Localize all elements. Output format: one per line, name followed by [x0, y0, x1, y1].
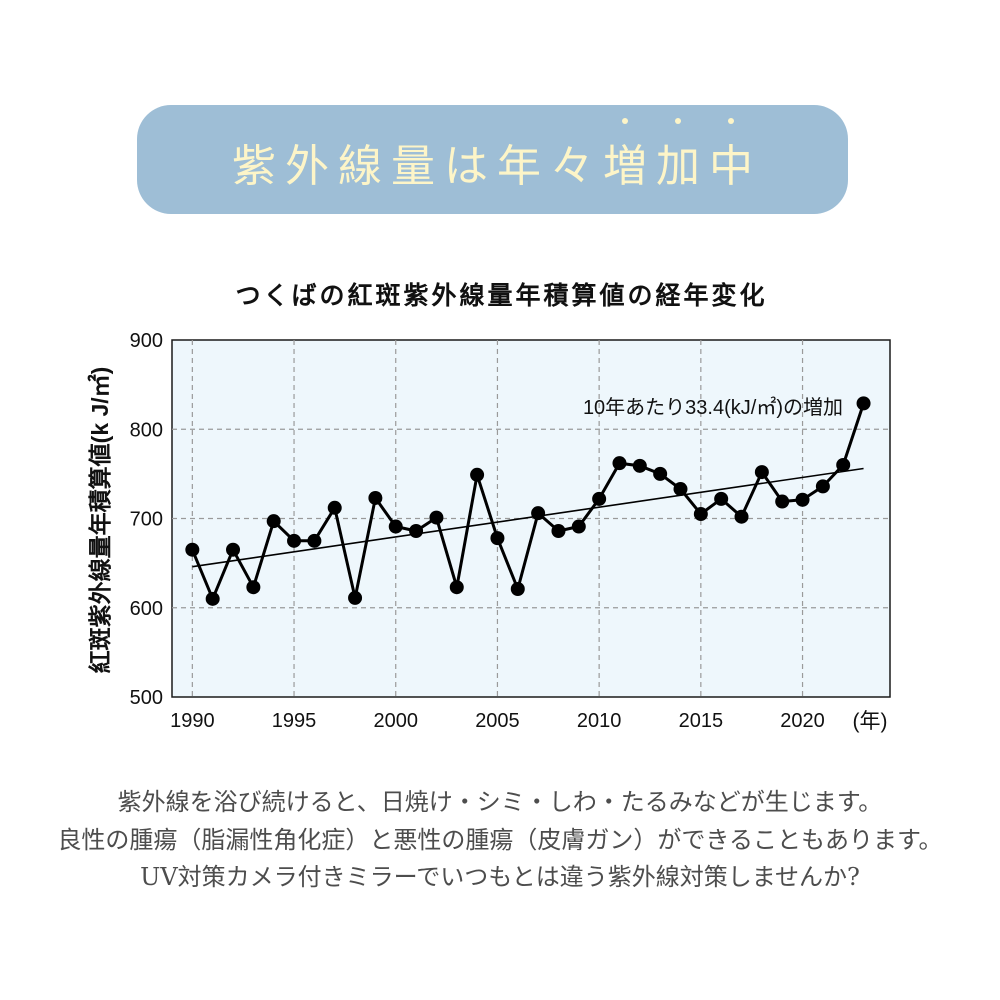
y-tick-label: 700: [130, 509, 163, 531]
data-point: [673, 482, 688, 497]
data-point: [510, 582, 525, 597]
data-point: [490, 531, 505, 546]
data-point: [734, 509, 749, 524]
data-point: [612, 456, 627, 471]
data-point: [348, 590, 363, 605]
data-point: [714, 491, 729, 506]
data-point: [429, 510, 444, 525]
data-point: [368, 490, 383, 505]
gridlines: [172, 340, 890, 697]
x-tick-label: 1995: [272, 710, 317, 732]
banner-title: 紫外線量は年々増加中: [232, 141, 762, 192]
data-point: [531, 506, 546, 521]
data-point: [775, 494, 790, 509]
data-point: [449, 580, 464, 595]
description-line: UV対策カメラ付きミラーでいつもとは違う紫外線対策しませんか?: [140, 863, 860, 891]
y-tick-label: 900: [130, 330, 163, 352]
data-point: [754, 465, 769, 480]
data-point: [795, 492, 810, 507]
y-tick-label: 600: [130, 598, 163, 620]
data-point: [815, 479, 830, 494]
data-point: [205, 591, 220, 606]
series-line: [190, 402, 866, 601]
data-point: [287, 533, 302, 548]
data-point: [388, 519, 403, 534]
x-axis-ticks: 1990 1995 2000 2005 2010 2015 2020: [170, 710, 825, 732]
data-point: [327, 500, 342, 515]
data-point: [409, 523, 424, 538]
emphasis-dot: [622, 118, 628, 124]
data-point: [246, 580, 261, 595]
y-axis-ticks: 500 600 700 800 900: [130, 330, 163, 709]
description-text: 紫外線を浴び続けると、日焼け・シミ・しわ・たるみなどが生じます。 良性の腫瘍（脂…: [0, 784, 1000, 897]
data-point: [266, 514, 281, 529]
trend-line: [192, 467, 864, 568]
data-point: [632, 458, 647, 473]
x-tick-label: 2010: [577, 710, 622, 732]
y-tick-label: 500: [130, 687, 163, 709]
description-line: 良性の腫瘍（脂漏性角化症）と悪性の腫瘍（皮膚ガン）ができることもあります。: [57, 825, 943, 854]
x-axis-unit-label: (年): [853, 710, 888, 733]
y-tick-label: 800: [130, 419, 163, 441]
trend-annotation: 10年あたり33.4(kJ/㎡)の増加: [583, 395, 843, 419]
data-point: [185, 542, 200, 557]
x-tick-label: 2000: [373, 710, 418, 732]
data-point: [551, 523, 566, 538]
y-axis-label: 紅斑紫外線量年積算値(k J/㎡): [87, 367, 113, 674]
title-banner: 紫外線量は年々増加中: [137, 105, 848, 214]
x-tick-label: 1990: [170, 710, 215, 732]
data-point: [836, 457, 851, 472]
data-point: [693, 507, 708, 522]
x-tick-label: 2015: [679, 710, 724, 732]
x-tick-label: 2020: [780, 710, 825, 732]
data-point: [592, 491, 607, 506]
chart-title: つくばの紅斑紫外線量年積算値の経年変化: [235, 281, 768, 310]
data-point: [470, 467, 485, 482]
line-chart: 500 600 700 800 900 1990 1995 2000 2005 2010 2015…: [87, 330, 891, 733]
series-group: [185, 396, 871, 606]
data-point: [307, 533, 322, 548]
data-point: [226, 542, 241, 557]
x-tick-label: 2005: [475, 710, 520, 732]
trend-group: [192, 467, 864, 568]
data-point: [856, 396, 871, 411]
description-line: 紫外線を浴び続けると、日焼け・シミ・しわ・たるみなどが生じます。: [117, 788, 883, 816]
data-point: [571, 519, 586, 534]
data-point: [653, 466, 668, 481]
emphasis-dot: [675, 118, 681, 124]
emphasis-dot: [728, 118, 734, 124]
